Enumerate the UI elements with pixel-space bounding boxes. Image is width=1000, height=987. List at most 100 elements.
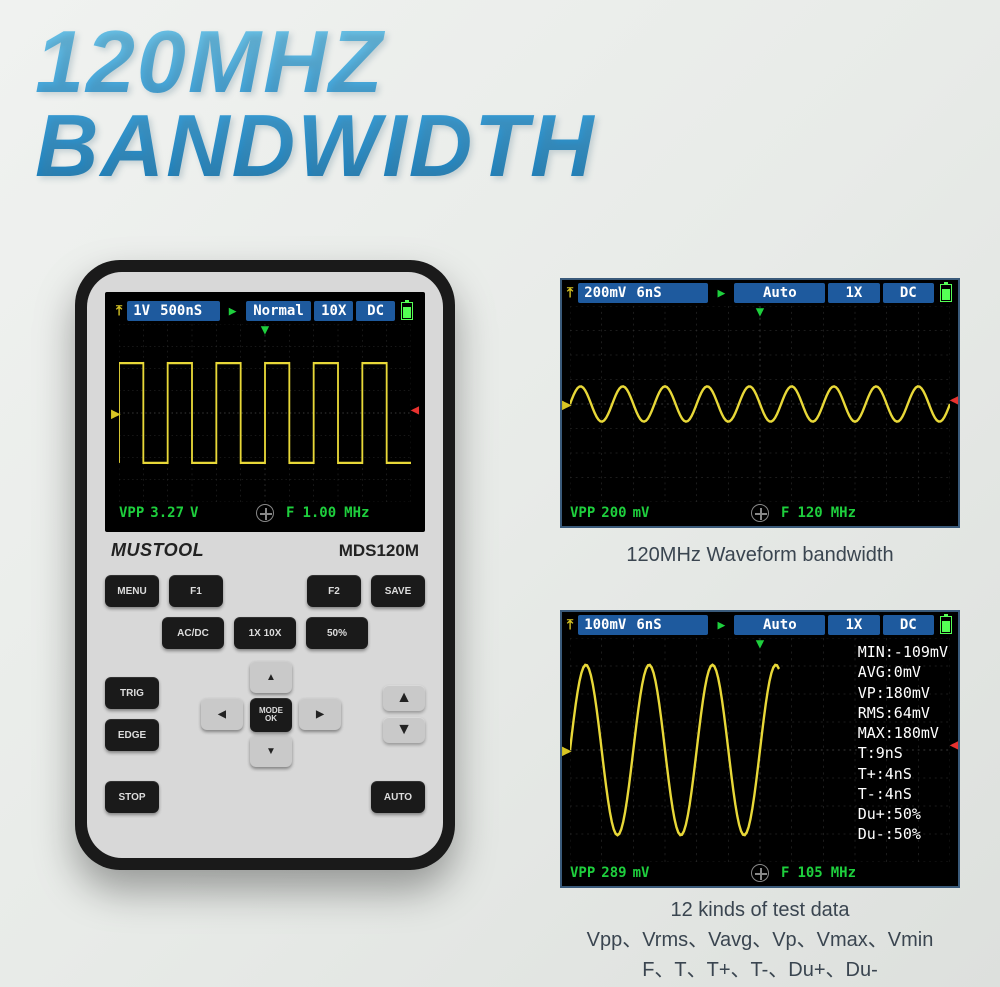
freq-readout: F120MHz: [781, 505, 950, 521]
edge-icon: ⤒: [565, 615, 575, 635]
mult-button[interactable]: 1X 10X: [234, 617, 296, 649]
scope-grid: ▶◀▼: [570, 306, 950, 502]
scope-topbar: ⤒100mV6nS▶Auto1XDC: [562, 612, 958, 638]
device-scope: ⤒1V500nS▶Normal10XDC▶◀▼VPP3.27VF1.00MHz: [111, 298, 419, 526]
stat-line: RMS:64mV: [858, 703, 948, 723]
device-body: ⤒1V500nS▶Normal10XDC▶◀▼VPP3.27VF1.00MHz …: [87, 272, 443, 858]
bottom-button-row: STOP AUTO: [105, 781, 425, 813]
battery-icon: [937, 283, 955, 303]
panel2-caption-line3: F、T、T+、T-、Du+、Du-: [642, 959, 878, 981]
run-icon: ▶: [711, 615, 731, 635]
acdc-button[interactable]: AC/DC: [162, 617, 224, 649]
panel1-caption: 120MHz Waveform bandwidth: [560, 540, 960, 570]
menu-button[interactable]: MENU: [105, 575, 159, 607]
left-side-buttons: TRIG EDGE: [105, 677, 159, 751]
mini-up-button[interactable]: ▲: [383, 685, 425, 711]
scope-bottombar: VPP200mV F120MHz: [570, 503, 950, 523]
coupling-cell: DC: [356, 301, 395, 321]
scope-bottombar: VPP289mVF105MHz: [570, 863, 950, 883]
stat-line: Du-:50%: [858, 824, 948, 844]
coupling-cell: DC: [883, 615, 934, 635]
trigger-top-icon: ▼: [261, 322, 269, 338]
right-mini-dpad: ▲ ▼: [383, 685, 425, 743]
save-button[interactable]: SAVE: [371, 575, 425, 607]
trigger-top-icon: ▼: [756, 304, 764, 320]
scope-grid: ▶◀▼: [119, 324, 411, 502]
crosshair-icon: [256, 504, 274, 522]
scope-bottombar: VPP3.27V F1.00MHz: [119, 503, 411, 523]
oscilloscope-device: ⤒1V500nS▶Normal10XDC▶◀▼VPP3.27VF1.00MHz …: [75, 260, 455, 870]
crosshair-icon: [751, 864, 769, 882]
panel2-caption: 12 kinds of test data Vpp、Vrms、Vavg、Vp、V…: [560, 895, 960, 985]
edge-icon: ⤒: [565, 283, 575, 303]
f1-button[interactable]: F1: [169, 575, 223, 607]
trigger-left-icon: ▶: [111, 404, 121, 423]
stat-line: MIN:-109mV: [858, 642, 948, 662]
edge-button[interactable]: EDGE: [105, 719, 159, 751]
scope-topbar: ⤒1V500nS▶Normal10XDC: [111, 298, 419, 324]
mult-cell: 10X: [314, 301, 353, 321]
brand-row: MUSTOOL MDS120M: [105, 532, 425, 575]
stat-line: T+:4nS: [858, 764, 948, 784]
stat-line: AVG:0mV: [858, 662, 948, 682]
mult-cell: 1X: [828, 283, 879, 303]
vdiv-cell: 200mV6nS: [578, 283, 708, 303]
trigger-right-icon: ◀: [950, 392, 958, 408]
trigger-top-icon: ▼: [756, 636, 764, 652]
fifty-button[interactable]: 50%: [306, 617, 368, 649]
mini-down-button[interactable]: ▼: [383, 717, 425, 743]
dpad-area: TRIG EDGE ▲ ▼ ◀ ▶ MODEOK ▲ ▼: [105, 659, 425, 769]
vpp-readout: VPP200mV: [570, 505, 739, 521]
panel2-caption-line1: 12 kinds of test data: [670, 899, 849, 921]
stat-line: VP:180mV: [858, 683, 948, 703]
trigger-right-icon: ◀: [950, 737, 958, 753]
stat-line: Du+:50%: [858, 804, 948, 824]
model-label: MDS120M: [339, 541, 419, 561]
panel2-scope: ⤒100mV6nS▶Auto1XDC▶◀▼MIN:-109mVAVG:0mVVP…: [562, 612, 958, 886]
mode-cell: Auto: [734, 283, 825, 303]
panel1-scope: ⤒200mV6nS▶Auto1XDC▶◀▼VPP200mVF120MHz: [562, 280, 958, 526]
button-row-1: MENU F1 F2 SAVE: [105, 575, 425, 607]
mode-cell: Normal: [246, 301, 312, 321]
freq-readout: F105MHz: [781, 865, 950, 881]
trigger-left-icon: ▶: [562, 741, 572, 760]
f2-button[interactable]: F2: [307, 575, 361, 607]
button-row-2: AC/DC 1X 10X 50%: [105, 617, 425, 649]
vdiv-cell: 100mV6nS: [578, 615, 708, 635]
auto-button[interactable]: AUTO: [371, 781, 425, 813]
up-button[interactable]: ▲: [250, 661, 292, 693]
device-screen-frame: ⤒1V500nS▶Normal10XDC▶◀▼VPP3.27VF1.00MHz: [105, 292, 425, 532]
mode-cell: Auto: [734, 615, 825, 635]
stats-overlay: MIN:-109mVAVG:0mVVP:180mVRMS:64mVMAX:180…: [858, 642, 948, 845]
vpp-readout: VPP3.27V: [119, 505, 244, 521]
stat-line: T:9nS: [858, 743, 948, 763]
run-icon: ▶: [711, 283, 731, 303]
edge-icon: ⤒: [114, 301, 124, 321]
headline-line2: BANDWIDTH: [35, 96, 596, 195]
coupling-cell: DC: [883, 283, 934, 303]
stop-button[interactable]: STOP: [105, 781, 159, 813]
trigger-right-icon: ◀: [411, 402, 419, 418]
dpad: ▲ ▼ ◀ ▶ MODEOK: [191, 659, 351, 769]
mode-ok-button[interactable]: MODEOK: [250, 698, 292, 732]
run-icon: ▶: [223, 301, 243, 321]
crosshair-icon: [751, 504, 769, 522]
mult-cell: 1X: [828, 615, 879, 635]
freq-readout: F1.00MHz: [286, 505, 411, 521]
down-button[interactable]: ▼: [250, 735, 292, 767]
trig-button[interactable]: TRIG: [105, 677, 159, 709]
brand-logo: MUSTOOL: [111, 540, 204, 561]
trigger-left-icon: ▶: [562, 395, 572, 414]
scope-topbar: ⤒200mV6nS▶Auto1XDC: [562, 280, 958, 306]
right-button[interactable]: ▶: [299, 698, 341, 730]
waveform-panel-2: ⤒100mV6nS▶Auto1XDC▶◀▼MIN:-109mVAVG:0mVVP…: [560, 610, 960, 888]
battery-icon: [398, 301, 416, 321]
stat-line: T-:4nS: [858, 784, 948, 804]
left-button[interactable]: ◀: [201, 698, 243, 730]
panel2-caption-line2: Vpp、Vrms、Vavg、Vp、Vmax、Vmin: [587, 929, 934, 951]
waveform-panel-1: ⤒200mV6nS▶Auto1XDC▶◀▼VPP200mVF120MHz: [560, 278, 960, 528]
vdiv-cell: 1V500nS: [127, 301, 219, 321]
stat-line: MAX:180mV: [858, 723, 948, 743]
headline: 120MHZ BANDWIDTH: [35, 20, 596, 187]
battery-icon: [937, 615, 955, 635]
